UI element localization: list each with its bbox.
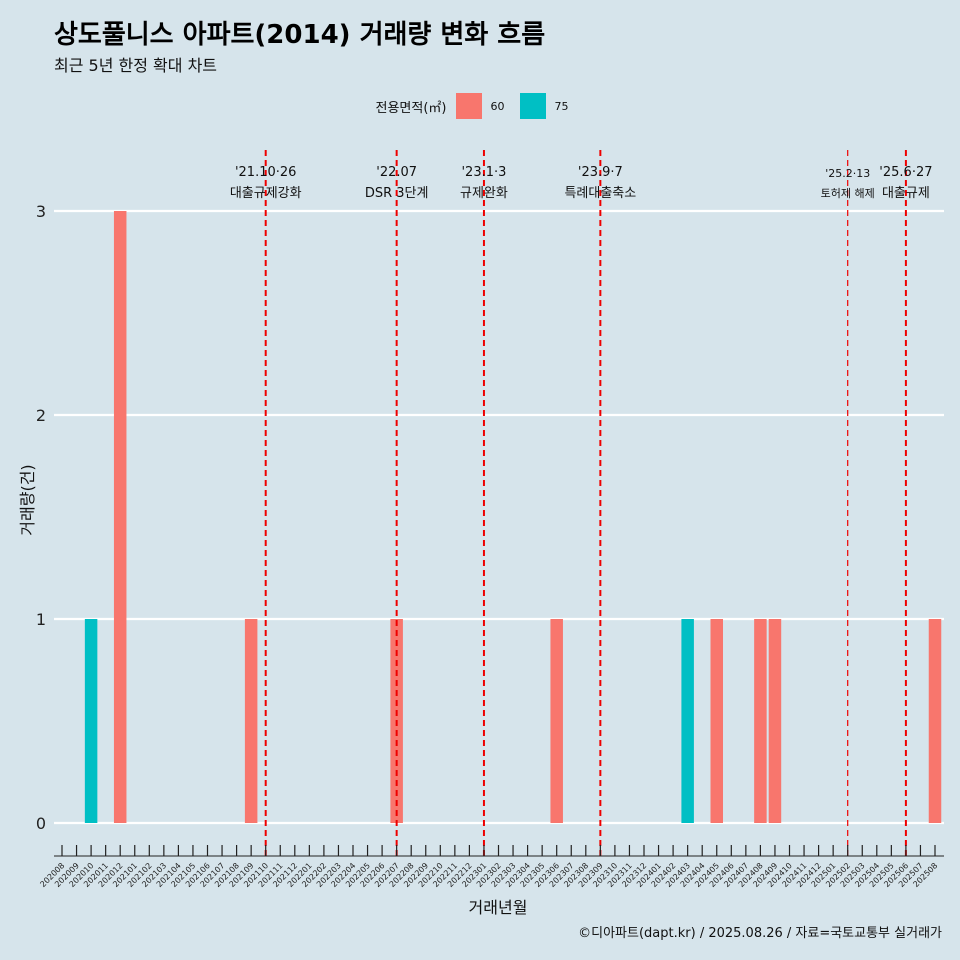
legend-swatch-75 xyxy=(520,93,547,119)
x-axis-title: 거래년월 xyxy=(469,898,528,917)
event-label-202207: DSR 3단계 xyxy=(365,186,429,201)
event-label-202502: 토허제 해제 xyxy=(821,186,875,200)
y-tick-label-2: 2 xyxy=(36,406,46,425)
event-label-202301: 규제완화 xyxy=(460,186,508,201)
y-tick-label-3: 3 xyxy=(36,202,46,221)
y-axis-title: 거래량(건) xyxy=(18,464,37,535)
bar-60-202409 xyxy=(768,619,782,823)
chart-subtitle: 최근 5년 한정 확대 차트 xyxy=(54,56,218,75)
event-date-202309: '23.9·7 xyxy=(578,165,623,180)
bar-75-202403 xyxy=(681,619,694,823)
y-tick-label-1: 1 xyxy=(36,610,46,629)
bar-60-202405 xyxy=(710,619,723,823)
event-date-202301: '23.1·3 xyxy=(461,165,506,180)
event-date-202506: '25.6·27 xyxy=(879,165,932,180)
bar-60-202109 xyxy=(244,619,258,823)
event-date-202207: '22.07 xyxy=(376,165,417,180)
legend: 전용면적(㎡) 60 75 xyxy=(0,93,960,119)
bar-60-202408 xyxy=(754,619,767,823)
y-tick-label-0: 0 xyxy=(36,814,46,833)
event-date-202110: '21.10·26 xyxy=(235,165,296,180)
event-date-202502: '25.2·13 xyxy=(825,167,870,180)
legend-label-75: 75 xyxy=(554,99,569,113)
legend-label-60: 60 xyxy=(490,99,505,113)
legend-swatch-60 xyxy=(456,93,483,119)
legend-title: 전용면적(㎡) xyxy=(375,100,447,116)
event-label-202309: 특례대출축소 xyxy=(564,186,636,201)
bar-60-202306 xyxy=(550,619,563,823)
source-caption: ©디아파트(dapt.kr) / 2025.08.26 / 자료=국토교통부 실… xyxy=(578,926,942,941)
bar-60-202508 xyxy=(928,619,942,823)
event-label-202506: 대출규제 xyxy=(882,186,930,201)
chart-title: 상도풀니스 아파트(2014) 거래량 변화 흐름 xyxy=(54,20,546,50)
bar-60-202012 xyxy=(113,211,127,823)
bar-75-202010 xyxy=(84,619,98,823)
event-label-202110: 대출규제강화 xyxy=(230,186,302,201)
